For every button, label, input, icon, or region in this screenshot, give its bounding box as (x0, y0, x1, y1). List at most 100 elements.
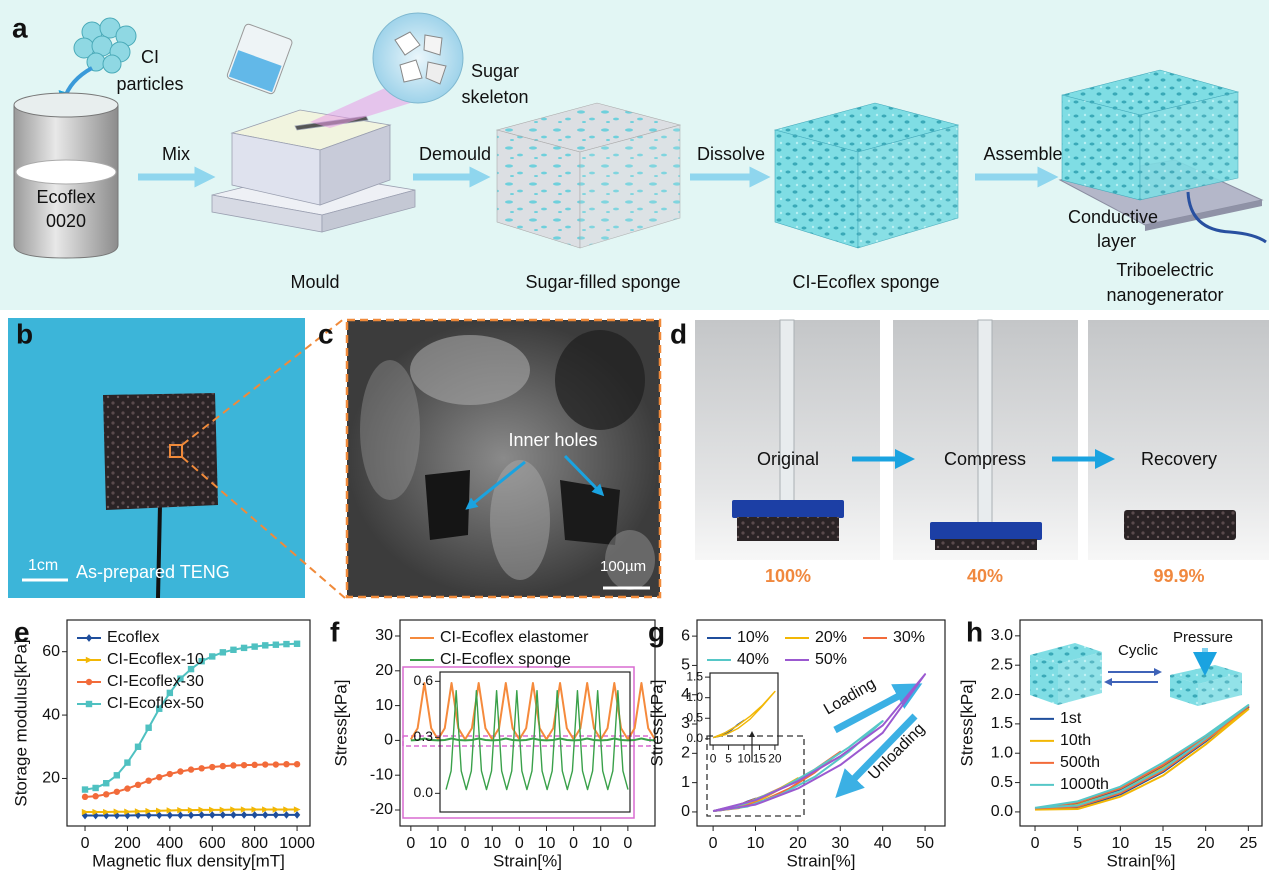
plot-frame (399, 619, 656, 827)
marker (272, 761, 280, 768)
marker (134, 781, 142, 788)
marker (283, 761, 290, 768)
marker (124, 759, 131, 766)
marker (262, 806, 269, 813)
panel-label: b (16, 318, 33, 349)
height-label: 99.9% (1153, 566, 1204, 586)
marker (187, 766, 195, 773)
marker (283, 811, 290, 819)
marker (85, 634, 93, 642)
annotation: Cyclic (1118, 642, 1158, 659)
x-tick-label: 15 (753, 751, 767, 765)
label: particles (116, 74, 183, 94)
zoom-box (706, 735, 805, 817)
beaker (13, 92, 119, 259)
y-tick-label: 20 (42, 770, 60, 787)
marker (134, 811, 142, 820)
arrow (835, 713, 918, 799)
y-tick-label: 2.0 (991, 686, 1013, 703)
marker (293, 640, 301, 647)
x-tick-label: 0 (569, 835, 578, 852)
wire (156, 504, 162, 599)
marker (209, 653, 216, 660)
legend-label: CI-Ecoflex sponge (440, 651, 571, 668)
x-tick-label: 400 (156, 835, 183, 852)
x-tick-label: 0 (406, 835, 415, 852)
caption: As-prepared TENG (76, 562, 230, 582)
label: Conductive (1068, 207, 1158, 227)
panel-label: d (670, 318, 687, 349)
legend-label: CI-Ecoflex-10 (107, 651, 204, 668)
marker (262, 761, 269, 768)
y-tick-label: 20 (375, 662, 393, 679)
marker (113, 772, 121, 779)
x-tick-label: 40 (874, 835, 892, 852)
marker (124, 808, 131, 815)
marker (293, 811, 301, 819)
panel-label: a (12, 12, 28, 43)
annotation: Inner holes (508, 430, 597, 450)
y-tick-label: 0.0 (991, 803, 1013, 820)
stage-label: Mould (290, 272, 339, 292)
x-tick-label: 10 (538, 835, 556, 852)
panel-label: h (966, 616, 983, 647)
marker (251, 811, 258, 819)
state-label: Recovery (1141, 449, 1217, 469)
panel-label: e (14, 616, 30, 647)
frame (345, 318, 662, 599)
label: CI (141, 47, 159, 67)
plate (732, 500, 844, 518)
y-tick-label: 0.5 (686, 710, 703, 724)
series-line (712, 777, 799, 813)
x-axis-label: Strain[%] (787, 851, 856, 870)
x-tick-label: 10 (483, 835, 501, 852)
ci-particles-icon (73, 17, 137, 74)
marker (166, 689, 174, 697)
legend-label: 1st (1060, 710, 1082, 727)
sponge (103, 393, 218, 510)
x-tick-label: 0 (515, 835, 524, 852)
x-tick-label: 10 (429, 835, 447, 852)
label: 0020 (46, 211, 86, 231)
height-label: 40% (967, 566, 1003, 586)
marker (230, 806, 237, 813)
x-tick-label: 10 (592, 835, 610, 852)
marker (219, 806, 227, 814)
x-tick-label: 30 (831, 835, 849, 852)
x-tick-label: 1000 (279, 835, 315, 852)
x-tick-label: 0 (710, 751, 717, 765)
label: skeleton (461, 87, 528, 107)
sponge (935, 539, 1037, 550)
marker (134, 743, 142, 750)
marker (219, 762, 227, 770)
marker (293, 761, 301, 768)
stage-label: CI-Ecoflex sponge (792, 272, 939, 292)
y-tick-label: 1 (681, 774, 690, 791)
x-tick-label: 10 (1111, 835, 1129, 852)
annotation: Pressure (1173, 629, 1233, 646)
panel-a: a CI particles Ecoflex 0020 Mix Demould … (0, 0, 1269, 310)
marker (198, 806, 206, 814)
marker (262, 642, 269, 649)
sugar-filled-cube (495, 102, 682, 249)
series-line (409, 681, 656, 741)
marker (103, 808, 110, 816)
marker (113, 788, 121, 795)
y-tick-label: 0.3 (414, 728, 434, 744)
label: layer (1097, 231, 1136, 251)
y-tick-label: 5 (681, 657, 690, 674)
marker (92, 793, 99, 800)
legend-label: 20% (815, 629, 847, 646)
x-tick-label: 10 (737, 751, 751, 765)
marker (187, 806, 195, 814)
legend-label: CI-Ecoflex-30 (107, 673, 204, 690)
x-axis-label: Magnetic flux density[mT] (92, 851, 285, 870)
marker (272, 806, 280, 813)
marker (92, 811, 99, 820)
y-tick-label: 6 (681, 627, 690, 644)
panel-label: f (330, 616, 340, 647)
series-line (712, 673, 927, 813)
y-tick-label: 60 (42, 643, 60, 660)
marker (209, 811, 216, 819)
scale-label: 1cm (28, 557, 58, 574)
